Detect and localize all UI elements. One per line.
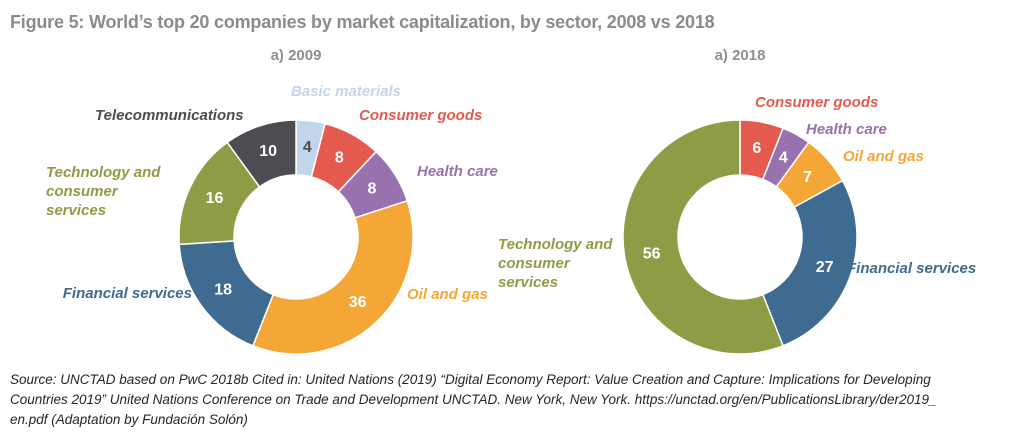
sector-label-telecommunications: Telecommunications [95, 107, 244, 124]
donut-svg-2009: 4 8 8 36 18 16 10 [178, 119, 414, 355]
donut-segment-oil-and-gas [251, 199, 414, 355]
segment-value-health-care: 4 [779, 150, 788, 167]
figure-title: Figure 5: World’s top 20 companies by ma… [10, 12, 715, 32]
segment-value-telecommunications: 10 [259, 143, 277, 160]
segment-value-consumer-goods: 6 [752, 140, 761, 157]
donut-segment-financial-services [761, 179, 858, 347]
sector-label-financial-services: Financial services [62, 285, 192, 302]
donut-chart-2018: 6 4 7 27 56 [620, 117, 860, 357]
sector-label-financial-services: Financial services [847, 260, 977, 277]
segment-value-financial-services: 18 [214, 281, 232, 298]
donut-segment-technology-and-consumer-services [622, 119, 785, 355]
source-note: Source: UNCTAD based on PwC 2018b Cited … [10, 370, 1014, 430]
segment-value-consumer-goods: 8 [335, 150, 344, 167]
segment-value-financial-services: 27 [816, 259, 834, 276]
sector-label-consumer-goods: Consumer goods [359, 107, 483, 124]
sector-label-health-care: Health care [806, 121, 887, 138]
source-line: en.pdf (Adaptation by Fundación Solón) [10, 412, 248, 427]
donut-chart-2009: 4 8 8 36 18 16 10 [176, 117, 416, 357]
sector-label-oil-and-gas: Oil and gas [407, 286, 488, 303]
sector-label-consumer-goods: Consumer goods [755, 94, 879, 111]
sector-label-oil-and-gas: Oil and gas [843, 148, 924, 165]
segment-value-health-care: 8 [368, 180, 377, 197]
donut-segment-telecommunications [226, 119, 297, 188]
segment-value-oil-and-gas: 7 [803, 169, 812, 186]
chart-subtitle-2009: a) 2009 [270, 47, 322, 64]
source-line: Countries 2019” United Nations Conferenc… [10, 392, 937, 407]
donut-svg-2018: 6 47 27 56 [622, 119, 858, 355]
segment-value-basic-materials: 4 [303, 139, 312, 156]
segment-value-oil-and-gas: 36 [349, 294, 367, 311]
chart-subtitle-2018: a) 2018 [714, 47, 766, 64]
sector-label-technology-and-consumer-services: Technology and consumer services [498, 236, 613, 291]
segment-value-technology-and-consumer-services: 56 [643, 245, 661, 262]
segment-value-technology-and-consumer-services: 16 [206, 190, 224, 207]
sector-label-technology-and-consumer-services: Technology and consumer services [46, 164, 161, 219]
sector-label-basic-materials: Basic materials [290, 83, 402, 100]
sector-label-health-care: Health care [417, 163, 498, 180]
source-line: Source: UNCTAD based on PwC 2018b Cited … [10, 372, 931, 387]
